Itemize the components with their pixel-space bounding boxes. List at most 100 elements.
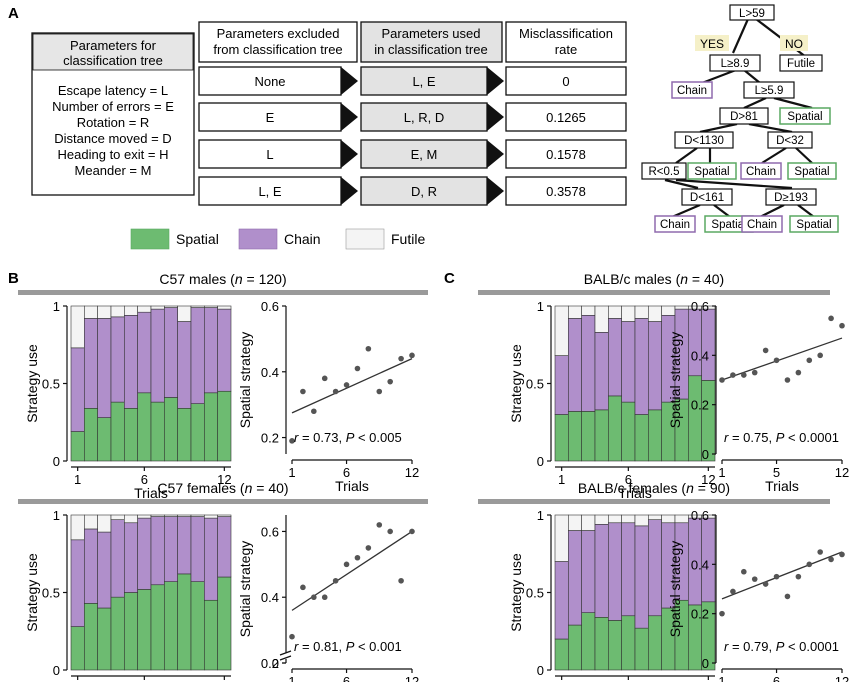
x-axis-label: Trials — [134, 485, 168, 501]
tree-leaf-spatial — [779, 107, 831, 125]
y-tick-label: 1 — [53, 508, 60, 523]
row-rate: 0.1578 — [546, 147, 586, 162]
bar-spatial — [190, 403, 205, 462]
bar-chain — [97, 531, 112, 609]
bar-chain — [648, 321, 662, 411]
row-excluded: L, E — [258, 184, 281, 199]
y-tick-label: 0 — [702, 447, 709, 462]
data-point — [321, 375, 328, 382]
bar-spatial — [621, 615, 636, 671]
bar-chain — [164, 307, 178, 398]
bar-futile — [84, 305, 98, 319]
bar-chain — [554, 355, 569, 415]
charts: C57 males (n = 120) 0 0.5 1 1 6 12 Trials Strate… — [18, 271, 849, 682]
table-row: L, E D, R 0.3578 — [198, 176, 627, 206]
x-tick-label: 6 — [773, 674, 780, 682]
table-row: None L, E 0 — [198, 66, 627, 96]
tree-node-label: L≥8.9 — [721, 58, 750, 70]
row-excluded: E — [266, 110, 275, 125]
bar-spatial — [594, 616, 609, 671]
y-tick-label: 0.2 — [261, 431, 279, 446]
bar-chain — [634, 318, 649, 415]
data-point — [289, 438, 295, 444]
bar-spatial — [594, 409, 609, 462]
x-tick-label: 12 — [405, 465, 419, 480]
y-axis-label: Strategy use — [24, 344, 40, 423]
param-item: Rotation = R — [77, 115, 150, 130]
data-point — [751, 369, 758, 376]
legend: Spatial Chain Futile — [130, 228, 425, 250]
bar-futile — [137, 305, 152, 313]
bar-futile — [84, 514, 98, 530]
data-point — [773, 573, 780, 580]
bar-spatial — [204, 392, 218, 462]
data-point — [354, 365, 361, 372]
x-axis-label: Trials — [765, 478, 799, 494]
stat-annotation: r = 0.79, P < 0.0001 — [724, 639, 839, 654]
legend-label-spatial: Spatial — [176, 231, 219, 247]
y-tick-label: 1 — [537, 508, 544, 523]
bar-chain — [204, 517, 218, 601]
regression-line — [291, 530, 413, 611]
legend-swatch-futile — [345, 228, 385, 250]
row-rate: 0.1265 — [546, 110, 586, 125]
data-point — [398, 355, 404, 362]
bar-chain — [137, 311, 152, 394]
tree-node-label: Chain — [660, 219, 690, 231]
tree-node-label: Chain — [746, 166, 776, 178]
bar-chain — [608, 522, 622, 621]
bar-futile — [581, 514, 596, 531]
bar-chain — [594, 523, 609, 618]
header-used-line2: in classification tree — [374, 42, 487, 57]
bar-spatial — [70, 431, 85, 462]
data-point — [343, 382, 350, 388]
data-point — [828, 315, 834, 322]
bar-spatial — [97, 417, 112, 462]
x-axis-label: Trials — [335, 478, 369, 494]
bar-futile — [124, 514, 138, 524]
bar-spatial — [70, 626, 85, 671]
data-point — [773, 357, 780, 364]
data-point — [376, 522, 383, 528]
scatter-chart: 0 0.2 0.4 0.6 1 5 12 Trials Spatial strategy r = … — [667, 299, 849, 494]
bar-spatial — [150, 401, 165, 462]
group-title-bar — [18, 290, 428, 295]
bar-spatial — [150, 584, 165, 671]
x-tick-label: 6 — [343, 465, 350, 480]
bar-futile — [621, 514, 636, 524]
bar-futile — [110, 514, 125, 520]
data-point — [332, 388, 339, 395]
tree-leaf-chain — [654, 215, 696, 233]
tree-leaf-chain — [671, 81, 713, 99]
axis-break-mask — [280, 653, 292, 659]
bar-spatial — [217, 576, 232, 671]
axis-break — [279, 650, 292, 656]
tree-node-label: Spatial — [787, 111, 822, 123]
bar-spatial — [217, 390, 232, 462]
y-tick-label: 0.4 — [261, 365, 279, 380]
bar-futile — [150, 514, 165, 517]
y-tick-label: 0.6 — [691, 508, 709, 523]
bar-spatial — [634, 414, 649, 462]
y-axis-label: Strategy use — [508, 553, 524, 632]
param-item: Heading to exit = H — [58, 147, 169, 162]
param-item: Meander = M — [75, 163, 152, 178]
bar-chain — [190, 307, 205, 404]
data-point — [321, 594, 328, 601]
table-row: L E, M 0.1578 — [198, 139, 627, 169]
bar-futile — [621, 305, 636, 322]
x-tick-label: 1 — [718, 465, 725, 480]
y-tick-label: 0.6 — [261, 299, 279, 314]
data-point — [398, 577, 404, 584]
x-tick-label: 6 — [141, 472, 148, 487]
x-tick-label: 6 — [625, 472, 632, 487]
bar-futile — [190, 305, 205, 308]
tree-node — [681, 188, 733, 206]
bar-spatial — [568, 624, 582, 671]
bar-futile — [594, 514, 609, 525]
data-point — [762, 347, 769, 354]
bar-chain — [110, 316, 125, 403]
bar-futile — [554, 305, 569, 356]
tree-edges — [664, 18, 815, 219]
